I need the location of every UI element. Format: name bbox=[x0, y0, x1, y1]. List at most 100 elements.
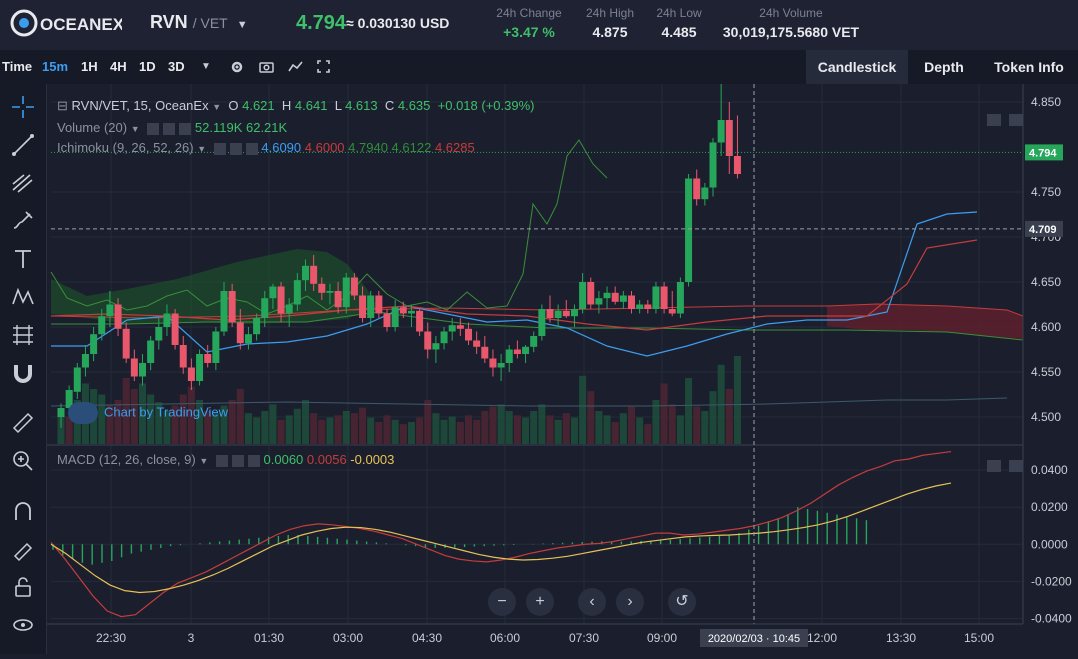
scroll-right-button[interactable]: › bbox=[616, 588, 644, 616]
chevron-down-icon[interactable]: ▼ bbox=[197, 144, 207, 154]
settings-gear-icon[interactable] bbox=[230, 60, 244, 74]
time-tick-label: 15:00 bbox=[964, 631, 994, 645]
chart-axes: 4.8504.7504.7004.6504.6004.5504.5000.040… bbox=[47, 84, 1078, 654]
volume-bar bbox=[155, 402, 163, 444]
candle-body bbox=[155, 327, 163, 341]
zoom-in-icon[interactable] bbox=[10, 448, 36, 474]
tab-candlestick[interactable]: Candlestick bbox=[806, 50, 908, 84]
eye-icon[interactable] bbox=[213, 142, 226, 155]
volume-bar bbox=[473, 419, 481, 444]
ichimoku-legend-title[interactable]: Ichimoku (9, 26, 52, 26) bbox=[57, 140, 194, 155]
eye-icon[interactable] bbox=[10, 612, 36, 638]
volume-bar bbox=[318, 419, 326, 444]
candle-body bbox=[310, 265, 318, 284]
volume-bar bbox=[668, 404, 676, 444]
pane-control-button bbox=[1009, 460, 1023, 472]
volume-bar bbox=[187, 386, 195, 444]
ichimoku-conversion-value: 4.6090 bbox=[261, 140, 302, 155]
scroll-left-button[interactable]: ‹ bbox=[578, 588, 606, 616]
volume-bar bbox=[236, 389, 244, 444]
candle-body bbox=[187, 367, 195, 381]
candle-body bbox=[579, 282, 587, 309]
lock-drawing-icon[interactable] bbox=[10, 536, 36, 562]
macd-tick-label: 0.0400 bbox=[1031, 463, 1068, 477]
candle-body bbox=[619, 295, 627, 302]
volume-bar bbox=[244, 413, 252, 444]
pair-selector[interactable]: RVN / VET ▼ bbox=[150, 12, 248, 33]
brush-icon[interactable] bbox=[10, 208, 36, 234]
eye-icon[interactable] bbox=[147, 122, 160, 135]
candle-body bbox=[685, 178, 693, 282]
candle-body bbox=[611, 292, 619, 302]
lock-icon[interactable] bbox=[10, 574, 36, 600]
more-intervals-chevron-icon[interactable]: ▼ bbox=[201, 61, 211, 72]
interval-15m[interactable]: 15m bbox=[42, 59, 69, 74]
crosshair-cursor-icon[interactable] bbox=[10, 94, 36, 120]
candle-body bbox=[367, 295, 375, 318]
zoom-in-button[interactable]: + bbox=[526, 588, 554, 616]
time-tick-label: 09:00 bbox=[647, 631, 677, 645]
tab-depth[interactable]: Depth bbox=[924, 59, 964, 75]
magnet-icon[interactable] bbox=[10, 360, 36, 386]
ruler-icon[interactable] bbox=[10, 410, 36, 436]
chart-grid bbox=[47, 84, 1078, 624]
chevron-down-icon[interactable]: ▼ bbox=[199, 456, 209, 466]
chevron-down-icon[interactable]: ▼ bbox=[130, 124, 140, 134]
volume-bar bbox=[293, 408, 301, 444]
volume-bar bbox=[179, 394, 187, 444]
interval-4h[interactable]: 4H bbox=[110, 59, 127, 74]
volume-bar bbox=[538, 404, 546, 444]
interval-1d[interactable]: 1D bbox=[139, 59, 156, 74]
last-price: 4.794 bbox=[296, 12, 347, 34]
text-tool-icon[interactable] bbox=[10, 246, 36, 272]
legend-c-label: C bbox=[384, 98, 395, 113]
legend-series-title[interactable]: RVN/VET, 15, OceanEx bbox=[71, 98, 209, 113]
camera-icon[interactable] bbox=[259, 60, 274, 73]
macd-legend-title[interactable]: MACD (12, 26, close, 9) bbox=[57, 452, 196, 467]
candle-body bbox=[269, 286, 277, 299]
volume-bar bbox=[302, 400, 309, 444]
gear-icon[interactable] bbox=[231, 454, 244, 467]
volume-bar bbox=[334, 415, 342, 444]
candle-body bbox=[196, 354, 204, 381]
trend-line-icon[interactable] bbox=[10, 132, 36, 158]
magnet-mode-icon[interactable] bbox=[10, 498, 36, 524]
candle-body bbox=[81, 354, 89, 368]
tradingview-watermark[interactable]: Chart by TradingView bbox=[68, 402, 228, 424]
legend-collapse-icon[interactable]: ⊟ bbox=[57, 98, 68, 113]
chevron-down-icon[interactable]: ▼ bbox=[212, 102, 222, 112]
eye-icon[interactable] bbox=[215, 454, 228, 467]
fullscreen-icon[interactable] bbox=[317, 60, 330, 73]
close-icon[interactable] bbox=[245, 142, 258, 155]
volume-legend-title[interactable]: Volume (20) bbox=[57, 120, 128, 135]
macd-signal-value: -0.0003 bbox=[350, 452, 395, 467]
candle-body bbox=[399, 307, 407, 314]
interval-1h[interactable]: 1H bbox=[81, 59, 98, 74]
candle-body bbox=[513, 349, 521, 354]
volume-bar bbox=[391, 419, 399, 444]
close-icon[interactable] bbox=[179, 122, 192, 135]
oceanex-logo[interactable]: OCEANEX bbox=[10, 8, 122, 38]
candle-body bbox=[334, 291, 342, 308]
gear-icon[interactable] bbox=[163, 122, 176, 135]
candle-body bbox=[725, 120, 733, 156]
volume-bar bbox=[253, 417, 261, 444]
indicators-icon[interactable] bbox=[288, 60, 303, 73]
zoom-out-button[interactable]: − bbox=[488, 588, 516, 616]
price-chart-svg[interactable]: 4.8504.7504.7004.6504.6004.5504.5000.040… bbox=[47, 79, 1078, 654]
reset-chart-button[interactable]: ↺ bbox=[668, 588, 696, 616]
volume-bar bbox=[562, 413, 570, 444]
chart-area[interactable]: 4.850 4.750 4.700 4.650 4.600 4.550 4.500 0.040… bbox=[47, 79, 1078, 654]
approx-usd-price: ≈ 0.030130 USD bbox=[346, 15, 450, 31]
pane-control-button bbox=[987, 114, 1001, 126]
pattern-tool-icon[interactable] bbox=[10, 284, 36, 310]
close-icon[interactable] bbox=[247, 454, 260, 467]
time-tick-label: 04:30 bbox=[412, 631, 442, 645]
volume-bar bbox=[522, 417, 530, 444]
interval-3d[interactable]: 3D bbox=[168, 59, 185, 74]
candle-body bbox=[130, 358, 138, 377]
fib-tool-icon[interactable] bbox=[10, 170, 36, 196]
gear-icon[interactable] bbox=[229, 142, 242, 155]
prediction-tool-icon[interactable] bbox=[10, 322, 36, 348]
tab-token-info[interactable]: Token Info bbox=[994, 59, 1064, 75]
